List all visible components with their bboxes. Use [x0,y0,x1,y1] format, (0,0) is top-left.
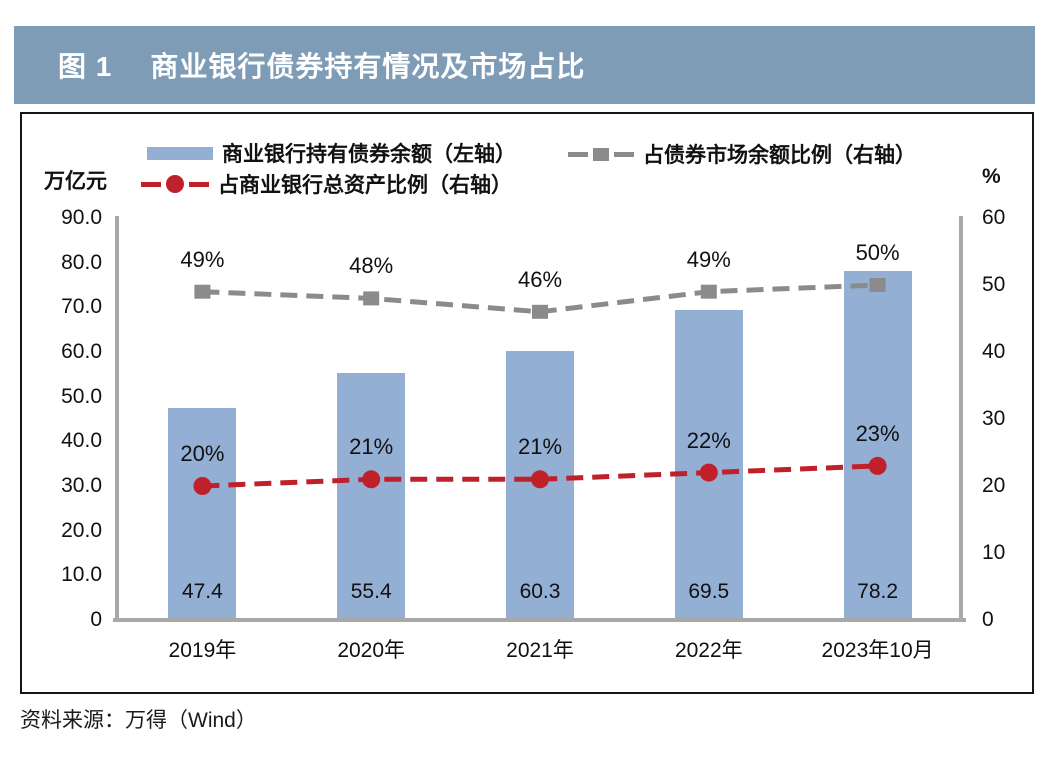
figure-number: 图 1 [58,51,113,82]
left-axis-tick: 70.0 [61,295,102,319]
right-axis-line [959,216,963,622]
point-percent-label: 21% [349,434,394,460]
x-axis-label: 2020年 [337,639,406,662]
bar [843,270,912,620]
right-axis-unit: % [982,165,1001,188]
figure-title: 商业银行债券持有情况及市场占比 [150,51,586,82]
left-axis-tick: 50.0 [61,384,102,408]
point-percent-label: 46% [517,266,563,292]
right-axis-tick: 0 [982,608,994,631]
legend-label: 占商业银行总资产比例（右轴） [218,174,512,197]
gray-dash-icon [568,151,588,157]
left-axis-tick: 30.0 [61,474,102,497]
left-axis-unit: 万亿元 [44,170,107,193]
point-percent-label: 22% [686,427,731,453]
left-axis-tick: 80.0 [61,250,102,274]
point-percent-label: 49% [180,246,225,272]
gray-dash-icon [614,151,634,157]
point-percent-label: 20% [180,441,225,466]
bar [674,309,743,620]
x-axis-line [113,618,966,622]
point-percent-label: 50% [855,240,900,265]
point-percent-label: 49% [686,246,731,272]
right-axis-tick: 10 [982,541,1006,564]
bar-value-label: 47.4 [181,580,223,603]
legend-item-gray-line: 占债券市场余额比例（右轴） [568,139,916,169]
bar-value-label: 78.2 [857,580,899,603]
left-axis-tick: 60.0 [61,340,102,363]
point-percent-label: 21% [517,434,563,460]
right-axis-tick: 20 [982,474,1006,497]
right-axis-tick: 50 [982,273,1006,296]
left-axis-tick: 90.0 [61,206,102,229]
x-axis-label: 2019年 [168,639,237,662]
bar-series-swatch [147,146,213,160]
red-dash-icon [189,181,209,187]
x-axis-label: 2022年 [674,639,743,662]
x-axis-label: 2021年 [506,639,574,662]
bar [337,372,406,620]
x-axis-label: 2023年10月 [821,639,934,662]
bar-value-label: 69.5 [688,580,730,603]
left-axis-tick: 40.0 [61,429,102,453]
bar-value-label: 55.4 [350,580,392,603]
gray-square-marker-icon [593,147,609,161]
figure-header: 图 1 商业银行债券持有情况及市场占比 [14,26,1035,104]
legend-item-red-line: 占商业银行总资产比例（右轴） [141,169,512,199]
left-axis-tick: 10.0 [61,563,102,587]
left-axis-tick: 0 [90,608,102,631]
right-axis-tick: 40 [982,340,1006,363]
red-dash-icon [141,181,161,187]
bar [168,408,237,620]
point-percent-label: 23% [855,420,900,446]
left-axis-line [115,216,119,622]
legend-label: 商业银行持有债券余额（左轴） [222,143,516,166]
point-percent-label: 48% [349,253,394,279]
right-axis-tick: 60 [982,206,1006,229]
red-circle-marker-icon [166,175,184,193]
right-axis-tick: 30 [982,407,1006,430]
left-axis-tick: 20.0 [61,518,102,542]
legend-label: 占债券市场余额比例（右轴） [643,144,916,167]
source-note: 资料来源：万得（Wind） [20,709,257,732]
legend-item-bar-series: 商业银行持有债券余额（左轴） [147,138,516,168]
bar-value-label: 60.3 [519,580,561,603]
